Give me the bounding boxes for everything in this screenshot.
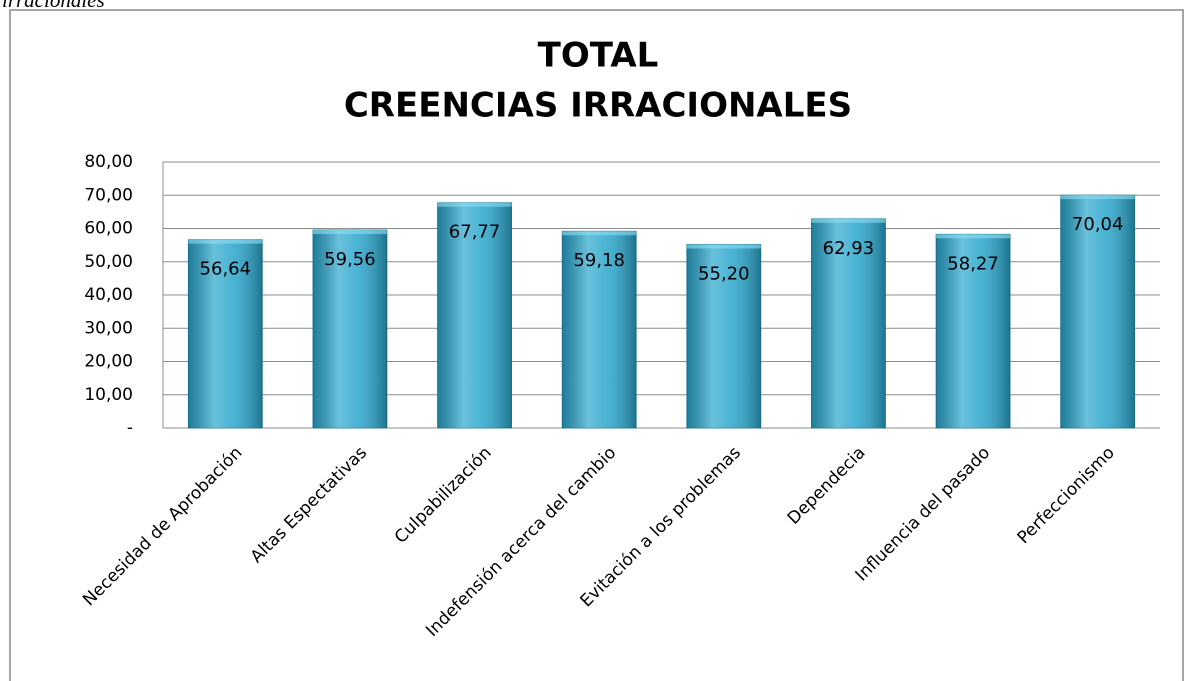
y-tick-label: 70,00 (84, 185, 133, 205)
y-tick-label: 40,00 (84, 285, 133, 305)
data-label: 55,20 (698, 263, 750, 284)
x-tick-label: Altas Espectativas (247, 443, 371, 567)
bar-shine (437, 202, 512, 428)
y-tick-label: 20,00 (84, 352, 133, 372)
data-label: 59,18 (573, 250, 625, 271)
caption: irracionales (2, 0, 105, 12)
bar-cap (1060, 195, 1135, 200)
y-tick-label: 50,00 (84, 252, 133, 272)
x-tick-label: Perfeccionismo (1014, 443, 1119, 548)
x-tick-label: Dependecia (784, 443, 870, 529)
data-label: 59,56 (324, 249, 376, 270)
bar-shine (936, 234, 1011, 428)
chart-frame (9, 9, 1184, 681)
chart-title: TOTAL (538, 36, 659, 76)
bar-cap (312, 229, 387, 234)
y-tick-label: 80,00 (84, 152, 133, 172)
bar-shine (188, 239, 263, 428)
bar-shine (1060, 195, 1135, 428)
chart-subtitle: CREENCIAS IRRACIONALES (344, 86, 852, 126)
bar-cap (936, 234, 1011, 239)
bar-cap (811, 218, 886, 223)
bar-shine (312, 229, 387, 428)
bar-shine (811, 218, 886, 428)
bar-cap (188, 239, 263, 244)
bar-cap (562, 231, 637, 236)
bar-cap (437, 202, 512, 207)
y-tick-label: 10,00 (84, 385, 133, 405)
y-tick-label: - (127, 418, 133, 438)
data-label: 58,27 (947, 253, 999, 274)
x-tick-label: Influencia del pasado (852, 443, 994, 585)
bar-cap (686, 244, 761, 249)
bar-shine (562, 231, 637, 428)
y-tick-label: 60,00 (84, 219, 133, 239)
x-tick-label: Necesidad de Aprobación (79, 443, 246, 610)
data-label: 70,04 (1072, 214, 1124, 235)
x-tick-label: Culpabilización (391, 443, 496, 548)
data-label: 62,93 (823, 238, 875, 259)
data-label: 67,77 (449, 222, 501, 243)
bar-shine (686, 244, 761, 428)
y-tick-label: 30,00 (84, 318, 133, 338)
data-label: 56,64 (200, 259, 252, 280)
